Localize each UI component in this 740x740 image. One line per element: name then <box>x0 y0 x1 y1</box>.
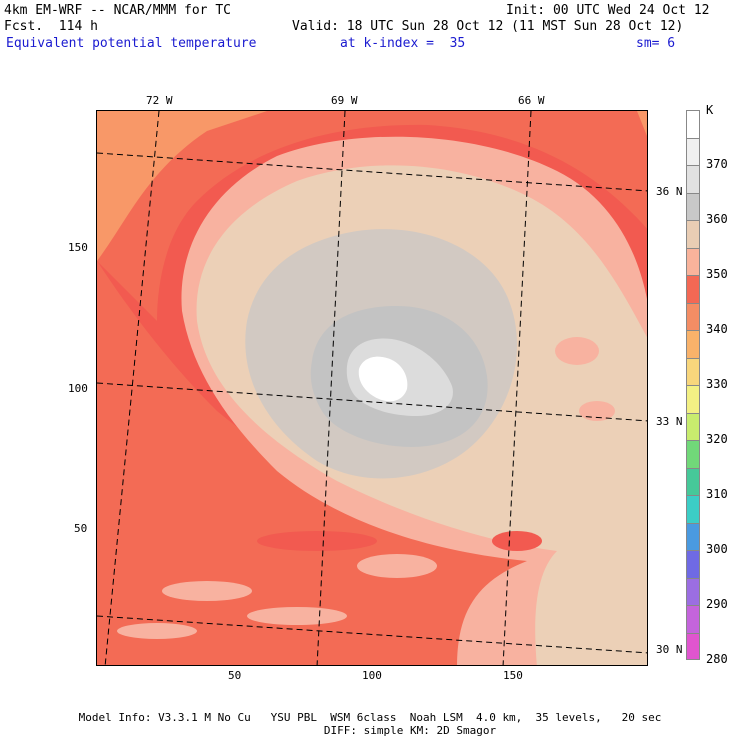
colorbar-swatch <box>686 467 700 495</box>
lat-label-36n: 36 N <box>656 185 683 198</box>
colorbar-swatch <box>686 577 700 605</box>
valid-time: Valid: 18 UTC Sun 28 Oct 12 (11 MST Sun … <box>292 19 684 34</box>
colorbar-swatch <box>686 137 700 165</box>
x-tick-100: 100 <box>362 669 382 682</box>
y-tick-50: 50 <box>74 522 88 535</box>
parallel-33n <box>97 382 647 422</box>
x-tick-50: 50 <box>228 669 242 682</box>
y-tick-100: 100 <box>68 382 88 395</box>
field-patch-2 <box>117 623 197 639</box>
colorbar-swatch <box>686 247 700 275</box>
meridian-69w <box>316 111 346 665</box>
field-patch-4 <box>357 554 437 578</box>
colorbar-swatch <box>686 110 700 138</box>
forecast-hour: Fcst. 114 h <box>4 19 98 34</box>
colorbar-unit: K <box>706 103 714 117</box>
level-label: at k-index = 35 <box>340 36 466 51</box>
field-patch-5 <box>555 337 599 365</box>
field-patch-1 <box>162 581 252 601</box>
colorbar-swatch <box>686 495 700 523</box>
colorbar-label: 310 <box>706 487 728 502</box>
colorbar-swatch <box>686 385 700 413</box>
colorbar-label: 320 <box>706 432 728 447</box>
field-patch-8 <box>257 531 377 551</box>
colorbar-swatch <box>686 220 700 248</box>
latlon-grid <box>97 111 647 665</box>
colorbar-label: 350 <box>706 267 728 282</box>
lon-label-66w: 66 W <box>518 94 545 107</box>
colorbar-label: 360 <box>706 212 728 227</box>
colorbar-label: 290 <box>706 597 728 612</box>
colorbar-swatch <box>686 632 700 660</box>
field-370 <box>358 356 408 402</box>
meridian-66w <box>502 111 532 665</box>
parallel-30n <box>97 615 647 654</box>
colorbar-label: 330 <box>706 377 728 392</box>
map-plot <box>96 110 648 666</box>
lat-label-33n: 33 N <box>656 415 683 428</box>
parallel-36n <box>97 152 647 192</box>
colorbar-swatch <box>686 330 700 358</box>
colorbar <box>686 110 700 660</box>
x-tick-150: 150 <box>503 669 523 682</box>
field-patch-7 <box>492 531 542 551</box>
colorbar-label: 370 <box>706 157 728 172</box>
colorbar-swatch <box>686 302 700 330</box>
y-tick-150: 150 <box>68 241 88 254</box>
colorbar-swatch <box>686 165 700 193</box>
colorbar-swatch <box>686 357 700 385</box>
lon-label-69w: 69 W <box>331 94 358 107</box>
colorbar-swatch <box>686 412 700 440</box>
colorbar-label: 280 <box>706 652 728 667</box>
field-patch-6 <box>579 401 615 421</box>
smoothing-label: sm= 6 <box>636 36 676 51</box>
lat-label-30n: 30 N <box>656 643 683 656</box>
colorbar-label: 300 <box>706 542 728 557</box>
meridian-72w <box>104 111 160 665</box>
colorbar-swatch <box>686 522 700 550</box>
colorbar-swatch <box>686 275 700 303</box>
model-title: 4km EM-WRF -- NCAR/MMM for TC <box>4 3 231 18</box>
colorbar-swatch <box>686 605 700 633</box>
init-time: Init: 00 UTC Wed 24 Oct 12 <box>506 3 710 18</box>
colorbar-swatch <box>686 192 700 220</box>
lon-label-72w: 72 W <box>146 94 173 107</box>
model-info: Model Info: V3.3.1 M No Cu YSU PBL WSM 6… <box>78 711 662 724</box>
colorbar-swatch <box>686 550 700 578</box>
field-patch-3 <box>247 607 347 625</box>
diffusion-info: DIFF: simple KM: 2D Smagor <box>323 724 497 737</box>
colorbar-swatch <box>686 440 700 468</box>
contour-field <box>97 111 647 665</box>
field-name: Equivalent potential temperature <box>6 36 257 51</box>
colorbar-label: 340 <box>706 322 728 337</box>
